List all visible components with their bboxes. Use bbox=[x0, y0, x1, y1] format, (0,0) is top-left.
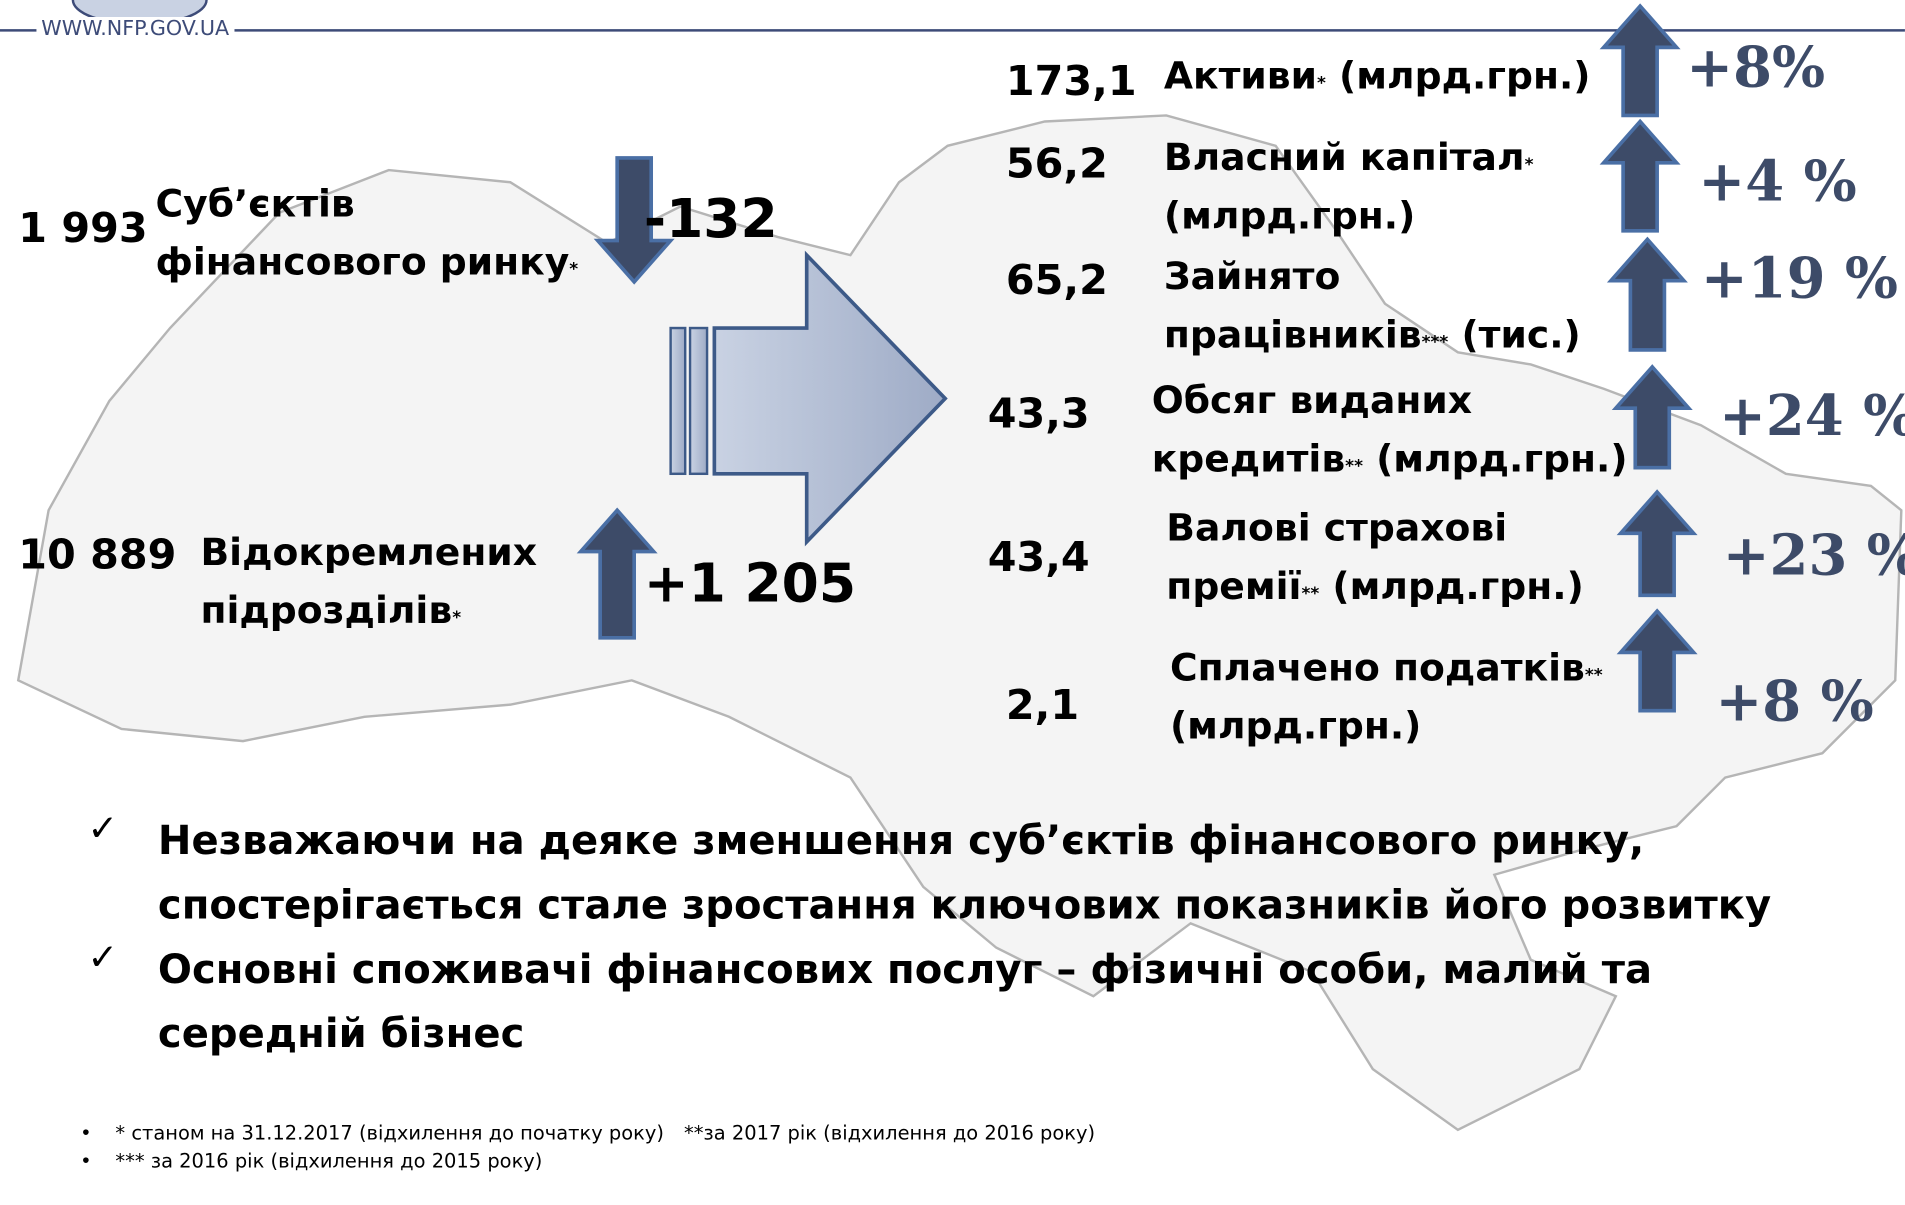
value: 56,2 bbox=[1005, 139, 1108, 189]
change: -132 bbox=[643, 188, 778, 251]
bullet-text: Основні споживачі фінансових послуг – фі… bbox=[157, 945, 1653, 993]
change: +8 % bbox=[1715, 668, 1874, 734]
label-line: Власний капітал* bbox=[1164, 130, 1534, 194]
arrow-up bbox=[1616, 489, 1698, 598]
label-text: премії bbox=[1166, 564, 1302, 609]
footnote-mark: *** bbox=[1421, 332, 1449, 353]
footnote-mark: * bbox=[452, 608, 462, 629]
label-text: кредитів bbox=[1151, 437, 1346, 482]
label-text: (млрд.грн.) bbox=[1169, 704, 1422, 749]
footnote-mark: * bbox=[1524, 155, 1534, 175]
footnote: *** за 2016 рік (відхилення до 2015 року… bbox=[115, 1149, 543, 1173]
bullet-text: спостерігається стале зростання ключових… bbox=[157, 880, 1772, 929]
change: +1 205 bbox=[643, 552, 857, 615]
footnote-mark: * bbox=[569, 259, 579, 280]
label-line: премії** (млрд.грн.) bbox=[1166, 559, 1584, 623]
label-text: працівників bbox=[1163, 313, 1422, 358]
big-arrow bbox=[712, 250, 948, 547]
label-unit: (млрд.грн.) bbox=[1325, 54, 1591, 99]
value: 173,1 bbox=[1005, 57, 1137, 106]
change: +19 % bbox=[1700, 245, 1899, 312]
arrow-up bbox=[1611, 364, 1693, 470]
value: 10 889 bbox=[18, 530, 177, 580]
change: +24 % bbox=[1719, 382, 1905, 449]
footnote-mark: * bbox=[1317, 74, 1326, 94]
label-line: фінансового ринку* bbox=[156, 234, 579, 298]
label-text: Суб’єктів bbox=[155, 182, 355, 226]
label-line: Зайнято bbox=[1164, 249, 1340, 306]
footnote: * станом на 31.12.2017 (відхилення до по… bbox=[115, 1121, 664, 1145]
label-line: працівників*** (тис.) bbox=[1164, 307, 1581, 371]
bullet-text: Незважаючи на деяке зменшення суб’єктів … bbox=[157, 816, 1645, 864]
footnote-mark: ** bbox=[1345, 456, 1363, 477]
label-text: Власний капітал bbox=[1163, 136, 1525, 180]
footnote: **за 2017 рік (відхилення до 2016 року) bbox=[683, 1121, 1096, 1145]
label-text: підрозділів bbox=[200, 589, 453, 633]
label-line: підрозділів* bbox=[200, 583, 461, 647]
map bbox=[16, 114, 1903, 1132]
label-line: Обсяг виданих bbox=[1152, 373, 1472, 430]
label-text: Валові страхові bbox=[1166, 506, 1508, 551]
check-mark: ✓ bbox=[87, 807, 119, 851]
label-unit: (млрд.грн.) bbox=[1362, 437, 1628, 482]
arrow-up bbox=[1599, 3, 1681, 118]
label-line: кредитів** (млрд.грн.) bbox=[1152, 431, 1628, 495]
value: 43,4 bbox=[987, 533, 1090, 582]
label-text: фінансового ринку bbox=[155, 240, 570, 285]
arrow-up bbox=[1606, 236, 1688, 352]
arrow-up bbox=[1599, 118, 1681, 233]
value: 43,3 bbox=[987, 389, 1090, 439]
label-text: Сплачено податків bbox=[1169, 646, 1585, 691]
footnote-mark: ** bbox=[1584, 665, 1603, 686]
change: +23 % bbox=[1722, 522, 1905, 589]
label-line: (млрд.грн.) bbox=[1164, 188, 1415, 245]
label-unit: (тис.) bbox=[1448, 313, 1581, 358]
label-text: Активи bbox=[1163, 54, 1318, 99]
bullet-text: середній бізнес bbox=[157, 1009, 525, 1057]
arrow-up bbox=[1616, 608, 1698, 713]
value: 1 993 bbox=[18, 204, 148, 253]
label-text: Обсяг виданих bbox=[1151, 379, 1473, 423]
change: +4 % bbox=[1698, 148, 1857, 214]
value: 65,2 bbox=[1005, 256, 1108, 305]
footnote-mark: ** bbox=[1301, 584, 1320, 604]
change: +8% bbox=[1686, 34, 1826, 100]
label-line: Суб’єктів bbox=[156, 176, 355, 233]
label-line: Сплачено податків** bbox=[1170, 640, 1603, 704]
arrow-down bbox=[593, 156, 675, 285]
url: WWW.NFP.GOV.UA bbox=[36, 17, 234, 42]
label-text: Відокремлених bbox=[200, 530, 538, 575]
stripe bbox=[669, 326, 687, 476]
label-line: Валові страхові bbox=[1166, 501, 1507, 558]
arrow-up bbox=[576, 507, 658, 640]
label-text: (млрд.грн.) bbox=[1163, 194, 1416, 239]
value: 2,1 bbox=[1005, 681, 1080, 731]
label-line: Активи* (млрд.грн.) bbox=[1164, 49, 1591, 113]
label-line: Відокремлених bbox=[200, 525, 537, 582]
check-mark: ✓ bbox=[87, 936, 119, 980]
stripe bbox=[688, 326, 709, 476]
footnote-bullet: • bbox=[80, 1149, 92, 1173]
footnote-bullet: • bbox=[80, 1121, 92, 1145]
label-text: Зайнято bbox=[1163, 255, 1341, 299]
label-unit: (млрд.грн.) bbox=[1319, 564, 1584, 609]
label-line: (млрд.грн.) bbox=[1170, 699, 1421, 756]
